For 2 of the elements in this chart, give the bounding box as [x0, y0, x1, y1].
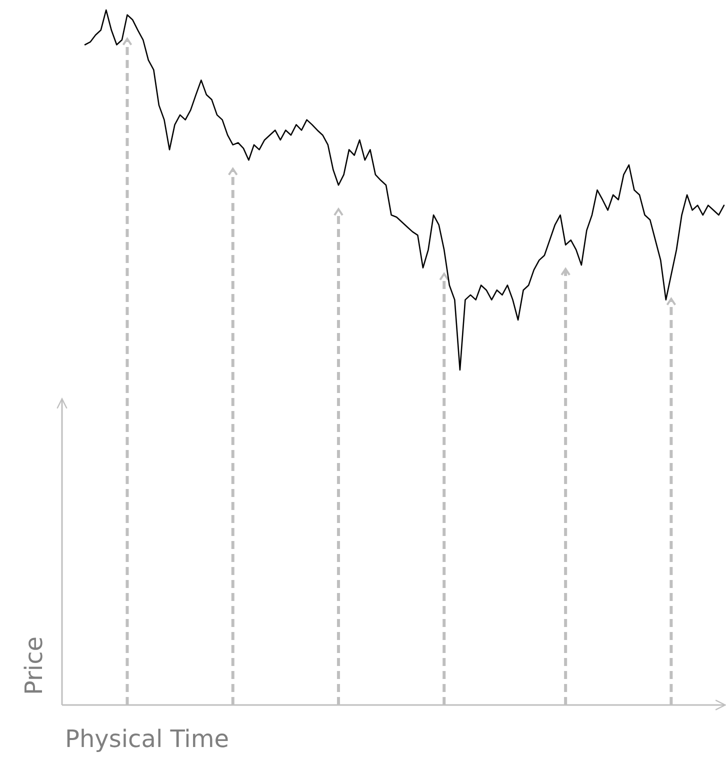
y-axis-title: Price	[20, 636, 48, 695]
x-axis-title: Physical Time	[65, 725, 229, 753]
